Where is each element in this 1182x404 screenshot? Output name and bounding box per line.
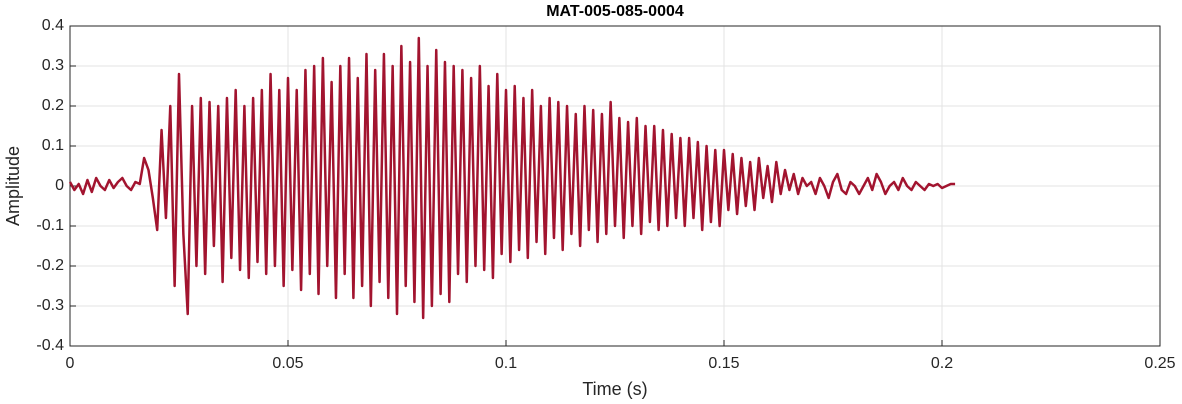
axes-box (69, 25, 1161, 347)
x-tick-label: 0 (66, 355, 75, 372)
x-tick-label: 0.1 (495, 355, 517, 372)
x-tick-label: 0.25 (1144, 355, 1175, 372)
y-tick-label: -0.4 (36, 337, 64, 354)
waveform-line (68, 36, 956, 320)
x-tick-label: 0.2 (931, 355, 953, 372)
x-tick-label: 0.15 (708, 355, 739, 372)
chart-title: MAT-005-085-0004 (546, 3, 684, 20)
y-tick-label: -0.2 (36, 257, 64, 274)
y-tick-label: -0.3 (36, 297, 64, 314)
y-tick-label: 0.3 (42, 57, 64, 74)
y-tick-label: 0.2 (42, 97, 64, 114)
x-tick-label: 0.05 (272, 355, 303, 372)
y-tick-label: 0.1 (42, 137, 64, 154)
x-axis-label: Time (s) (582, 379, 647, 399)
y-tick-label: -0.1 (36, 217, 64, 234)
y-axis-label: Amplitude (3, 146, 23, 226)
y-tick-label: 0.4 (42, 17, 64, 34)
y-tick-label: 0 (55, 177, 64, 194)
